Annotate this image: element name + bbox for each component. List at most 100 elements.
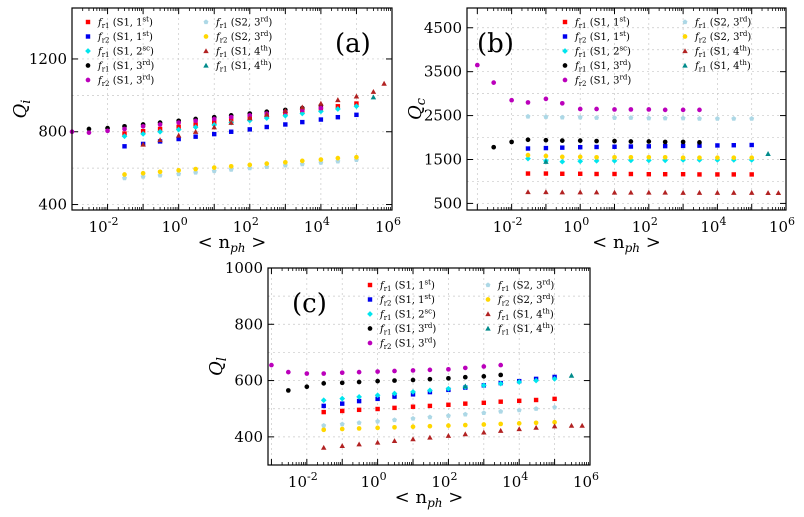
legend-item-fr2_s1_3: fr2 (S1, 3rd) <box>562 74 631 89</box>
data-point <box>697 155 702 161</box>
data-point <box>559 158 566 165</box>
legend-symbol: f <box>497 281 504 292</box>
legend-text-main: (S1, 1 <box>110 18 143 29</box>
data-point <box>749 142 754 148</box>
data-point <box>321 427 327 433</box>
data-point <box>105 128 110 134</box>
data-point <box>662 172 668 177</box>
data-point <box>356 407 362 413</box>
data-point <box>140 170 146 176</box>
legend-item-fr2_s2_3: fr2 (S2, 3rd) <box>203 30 272 45</box>
data-point <box>299 110 306 117</box>
legend-symbol: f <box>97 32 104 43</box>
data-point <box>551 376 558 382</box>
data-point <box>375 378 380 384</box>
data-point <box>375 425 380 431</box>
legend-symbol: f <box>215 61 222 72</box>
x-label-close: > <box>246 232 267 253</box>
data-point <box>356 398 362 404</box>
legend-text-main: (S1, 4 <box>228 47 261 58</box>
data-point <box>594 171 599 177</box>
legend-item-fr2_s1_4: fr1 (S1, 4th) <box>485 322 554 337</box>
data-point <box>577 158 584 165</box>
x-tick-label: 106 <box>573 470 599 491</box>
legend-item-fr1_s1_3: fr1 (S1, 3rd) <box>367 322 436 337</box>
legend-label: fr1 (S1, 1st) <box>379 279 435 294</box>
data-point <box>354 154 359 160</box>
data-point <box>594 115 600 120</box>
data-point <box>340 401 345 406</box>
data-point <box>533 420 539 426</box>
x-tick-exponent: -2 <box>512 215 523 228</box>
data-point <box>543 137 549 143</box>
data-point <box>697 172 702 177</box>
legend-superscript: th <box>261 59 269 67</box>
legend-item-fr1_s1_2: fr1 (S1, 2sc) <box>562 45 631 59</box>
series-fr1_s1_4 <box>140 80 387 147</box>
legend-tail: ) <box>432 324 436 335</box>
panel-label: (c) <box>292 289 327 319</box>
legend-text-main: (S1, 1 <box>392 295 425 306</box>
legend-item-fr1_s1_2: fr1 (S1, 2sc) <box>85 45 154 59</box>
x-label-main: < n <box>592 232 625 253</box>
data-point <box>391 390 398 397</box>
x-tick-exponent: 4 <box>521 470 528 483</box>
data-point <box>525 155 531 162</box>
data-point <box>611 157 618 164</box>
data-point <box>568 422 575 428</box>
data-point <box>140 174 146 179</box>
x-tick-exponent: 4 <box>719 215 726 228</box>
legend-text-main: (S1, 1 <box>587 18 620 29</box>
data-point <box>533 397 539 403</box>
legend-label: fr2 (S2, 3rd) <box>694 30 751 45</box>
data-point <box>525 137 531 143</box>
legend-subscript: r1 <box>102 51 110 59</box>
series-fr1_s2_3 <box>122 157 359 181</box>
data-point <box>612 115 617 120</box>
data-point <box>731 143 736 148</box>
legend-tail: ) <box>431 281 435 292</box>
data-point <box>392 417 397 423</box>
data-point <box>680 189 686 195</box>
legend-item-fr1_s1_2: fr1 (S1, 2sc) <box>367 308 436 322</box>
data-point <box>715 155 720 161</box>
y-tick-label: 3500 <box>424 63 462 81</box>
data-point <box>749 155 755 161</box>
data-point <box>662 154 668 160</box>
data-point <box>612 138 617 144</box>
data-point <box>498 362 504 368</box>
legend-subscript: r1 <box>220 22 228 30</box>
legend-tail: ) <box>550 281 554 292</box>
data-point <box>122 175 127 181</box>
series-fr2_s1_1 <box>321 374 557 409</box>
data-point <box>339 421 345 427</box>
data-point <box>481 400 487 406</box>
data-point <box>577 154 583 160</box>
series-fr2_s2_3 <box>321 419 557 433</box>
data-point <box>594 144 599 150</box>
y-axis-label: Qc <box>405 97 429 120</box>
legend-text-main: (S1, 3 <box>392 339 425 350</box>
legend-superscript: sc <box>143 45 151 53</box>
legend-symbol: f <box>379 339 386 350</box>
x-tick-label: 102 <box>632 215 658 236</box>
x-label-close: > <box>443 487 464 508</box>
legend-text-main: (S1, 4 <box>510 310 543 321</box>
y-tick-label: 4500 <box>424 19 462 37</box>
legend-label: fr2 (S1, 3rd) <box>379 337 436 352</box>
legend-item-fr2_s1_3: fr2 (S1, 3rd) <box>85 74 154 88</box>
legend-subscript: r1 <box>579 22 587 30</box>
y-label-sub: l <box>215 357 230 361</box>
legend-label: fr1 (S1, 3rd) <box>97 59 154 74</box>
data-point <box>318 105 324 111</box>
series-fr2_s1_3 <box>269 362 504 376</box>
legend-symbol: f <box>97 76 104 87</box>
legend-label: fr2 (S1, 3rd) <box>574 74 631 89</box>
legend-marker <box>203 34 209 39</box>
legend-symbol: f <box>379 324 386 335</box>
data-point <box>509 139 514 145</box>
data-point <box>481 429 487 435</box>
data-point <box>334 106 341 112</box>
data-point <box>497 427 504 433</box>
legend-item-fr2_s2_3: fr2 (S2, 3rd) <box>485 293 554 308</box>
